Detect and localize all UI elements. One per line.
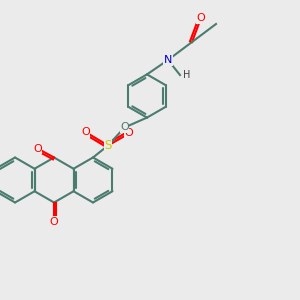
Text: O: O [33, 143, 42, 154]
Text: N: N [164, 55, 172, 65]
Text: H: H [183, 70, 190, 80]
Text: O: O [120, 122, 129, 133]
Text: O: O [81, 127, 90, 137]
Text: O: O [50, 217, 58, 227]
Text: O: O [196, 13, 206, 23]
Text: S: S [104, 139, 112, 152]
Text: O: O [124, 128, 134, 139]
